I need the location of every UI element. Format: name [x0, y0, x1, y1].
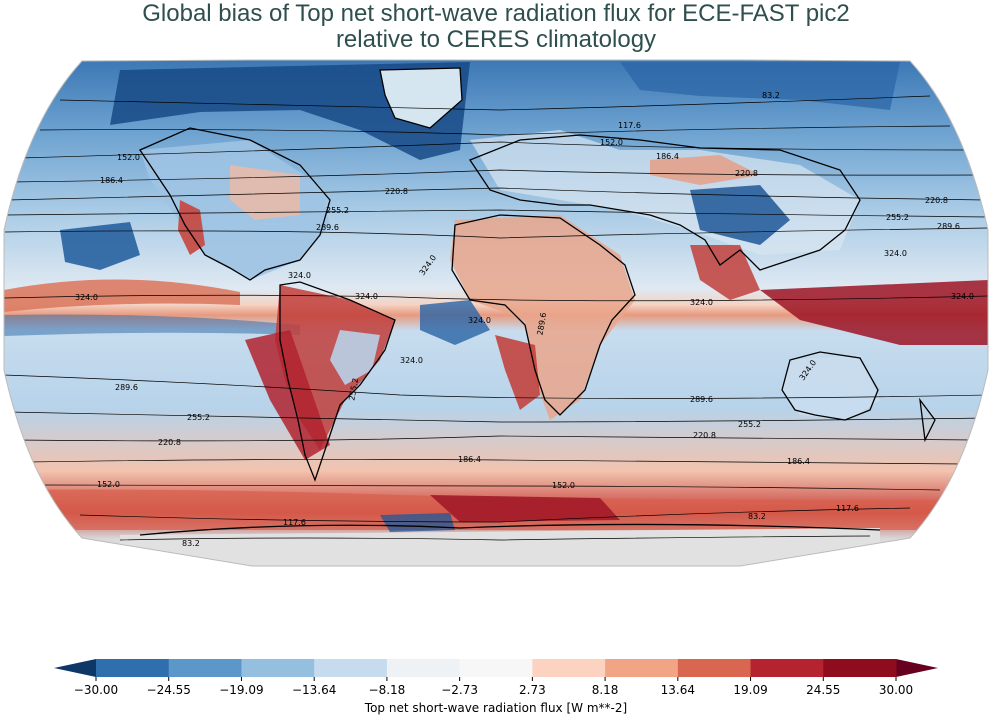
colorbar-over-arrow	[896, 659, 938, 677]
colorbar-tick-label: 19.09	[733, 683, 767, 697]
colorbar: −30.00 −24.55 −19.09 −13.64 −8.18 −2.73 2.73 8.…	[54, 659, 938, 697]
contour-label: 220.8	[735, 169, 758, 178]
contour-label: 220.8	[693, 431, 716, 440]
colorbar-under-arrow	[54, 659, 96, 677]
contour-label: 220.8	[925, 196, 948, 205]
contour-label: 324.0	[355, 292, 378, 301]
colorbar-segment	[532, 659, 606, 677]
contour-label: 289.6	[690, 395, 713, 404]
globe-outline	[3, 59, 989, 567]
contour-label: 152.0	[117, 153, 140, 162]
colorbar-segment	[459, 659, 533, 677]
colorbar-tick-label: −30.00	[74, 683, 118, 697]
contour-label: 324.0	[468, 316, 491, 325]
contour-label: 83.2	[748, 512, 766, 521]
contour-lines	[4, 95, 988, 541]
contour-label: 83.2	[762, 91, 780, 100]
contour-label: 83.2	[182, 539, 200, 548]
contour-label: 255.2	[738, 420, 761, 429]
map-globe	[4, 60, 988, 566]
contour-label: 289.6	[535, 312, 548, 336]
colorbar-segment	[168, 659, 242, 677]
chart-title-line-1: Global bias of Top net short-wave radiat…	[142, 0, 850, 27]
colorbar-segment	[386, 659, 461, 677]
colorbar-tick-label: 2.73	[519, 683, 546, 697]
contour-label: 289.6	[937, 222, 960, 231]
colorbar-tick-label: −8.18	[369, 683, 406, 697]
contour-label-group: 117.6 152.0 152.0 186.4 186.4 220.8 220.…	[75, 91, 974, 548]
colorbar-tick-label: −13.64	[292, 683, 336, 697]
contour-label: 324.0	[690, 298, 713, 307]
colorbar-tick-label: 30.00	[879, 683, 913, 697]
contour-label: 324.0	[951, 292, 974, 301]
contour-label: 117.6	[618, 121, 641, 130]
contour-label: 255.2	[187, 413, 210, 422]
contour-label: 255.2	[886, 213, 909, 222]
colorbar-segment	[314, 659, 388, 677]
contour-label: 255.2	[347, 377, 360, 401]
contour-label: 186.4	[656, 152, 679, 161]
contour-label: 186.4	[458, 455, 481, 464]
colorbar-tick-label: −2.73	[441, 683, 478, 697]
contour-label: 186.4	[787, 457, 810, 466]
coastlines	[139, 67, 936, 536]
colorbar-segment	[241, 659, 315, 677]
contour-label: 117.6	[283, 518, 306, 527]
contour-label: 152.0	[600, 138, 623, 147]
contour-label: 117.6	[836, 504, 859, 513]
contour-label: 220.8	[385, 187, 408, 196]
colorbar-tick-label: 13.64	[661, 683, 695, 697]
contour-label: 152.0	[552, 481, 575, 490]
colorbar-segment	[750, 659, 824, 677]
colorbar-segment	[677, 659, 752, 677]
colorbar-tick-label: 8.18	[592, 683, 619, 697]
contour-label: 324.0	[75, 293, 98, 302]
colorbar-tick-label: −24.55	[147, 683, 191, 697]
chart-title-line-2: relative to CERES climatology	[335, 26, 657, 53]
colorbar-tick-label: 24.55	[806, 683, 840, 697]
contour-label: 324.0	[288, 271, 311, 280]
contour-label: 289.6	[115, 383, 138, 392]
contour-label: 186.4	[100, 176, 123, 185]
contour-label: 152.0	[97, 480, 120, 489]
colorbar-label: Top net short-wave radiation flux [W m**…	[364, 701, 627, 715]
colorbar-segment	[96, 659, 170, 677]
contour-label: 324.0	[884, 249, 907, 258]
contour-label: 289.6	[316, 223, 339, 232]
contour-label: 220.8	[158, 438, 181, 447]
colorbar-tick-label: −19.09	[219, 683, 263, 697]
colorbar-segment	[605, 659, 679, 677]
contour-label: 255.2	[326, 206, 349, 215]
contour-label: 324.0	[400, 356, 423, 365]
colorbar-segment	[823, 659, 897, 677]
